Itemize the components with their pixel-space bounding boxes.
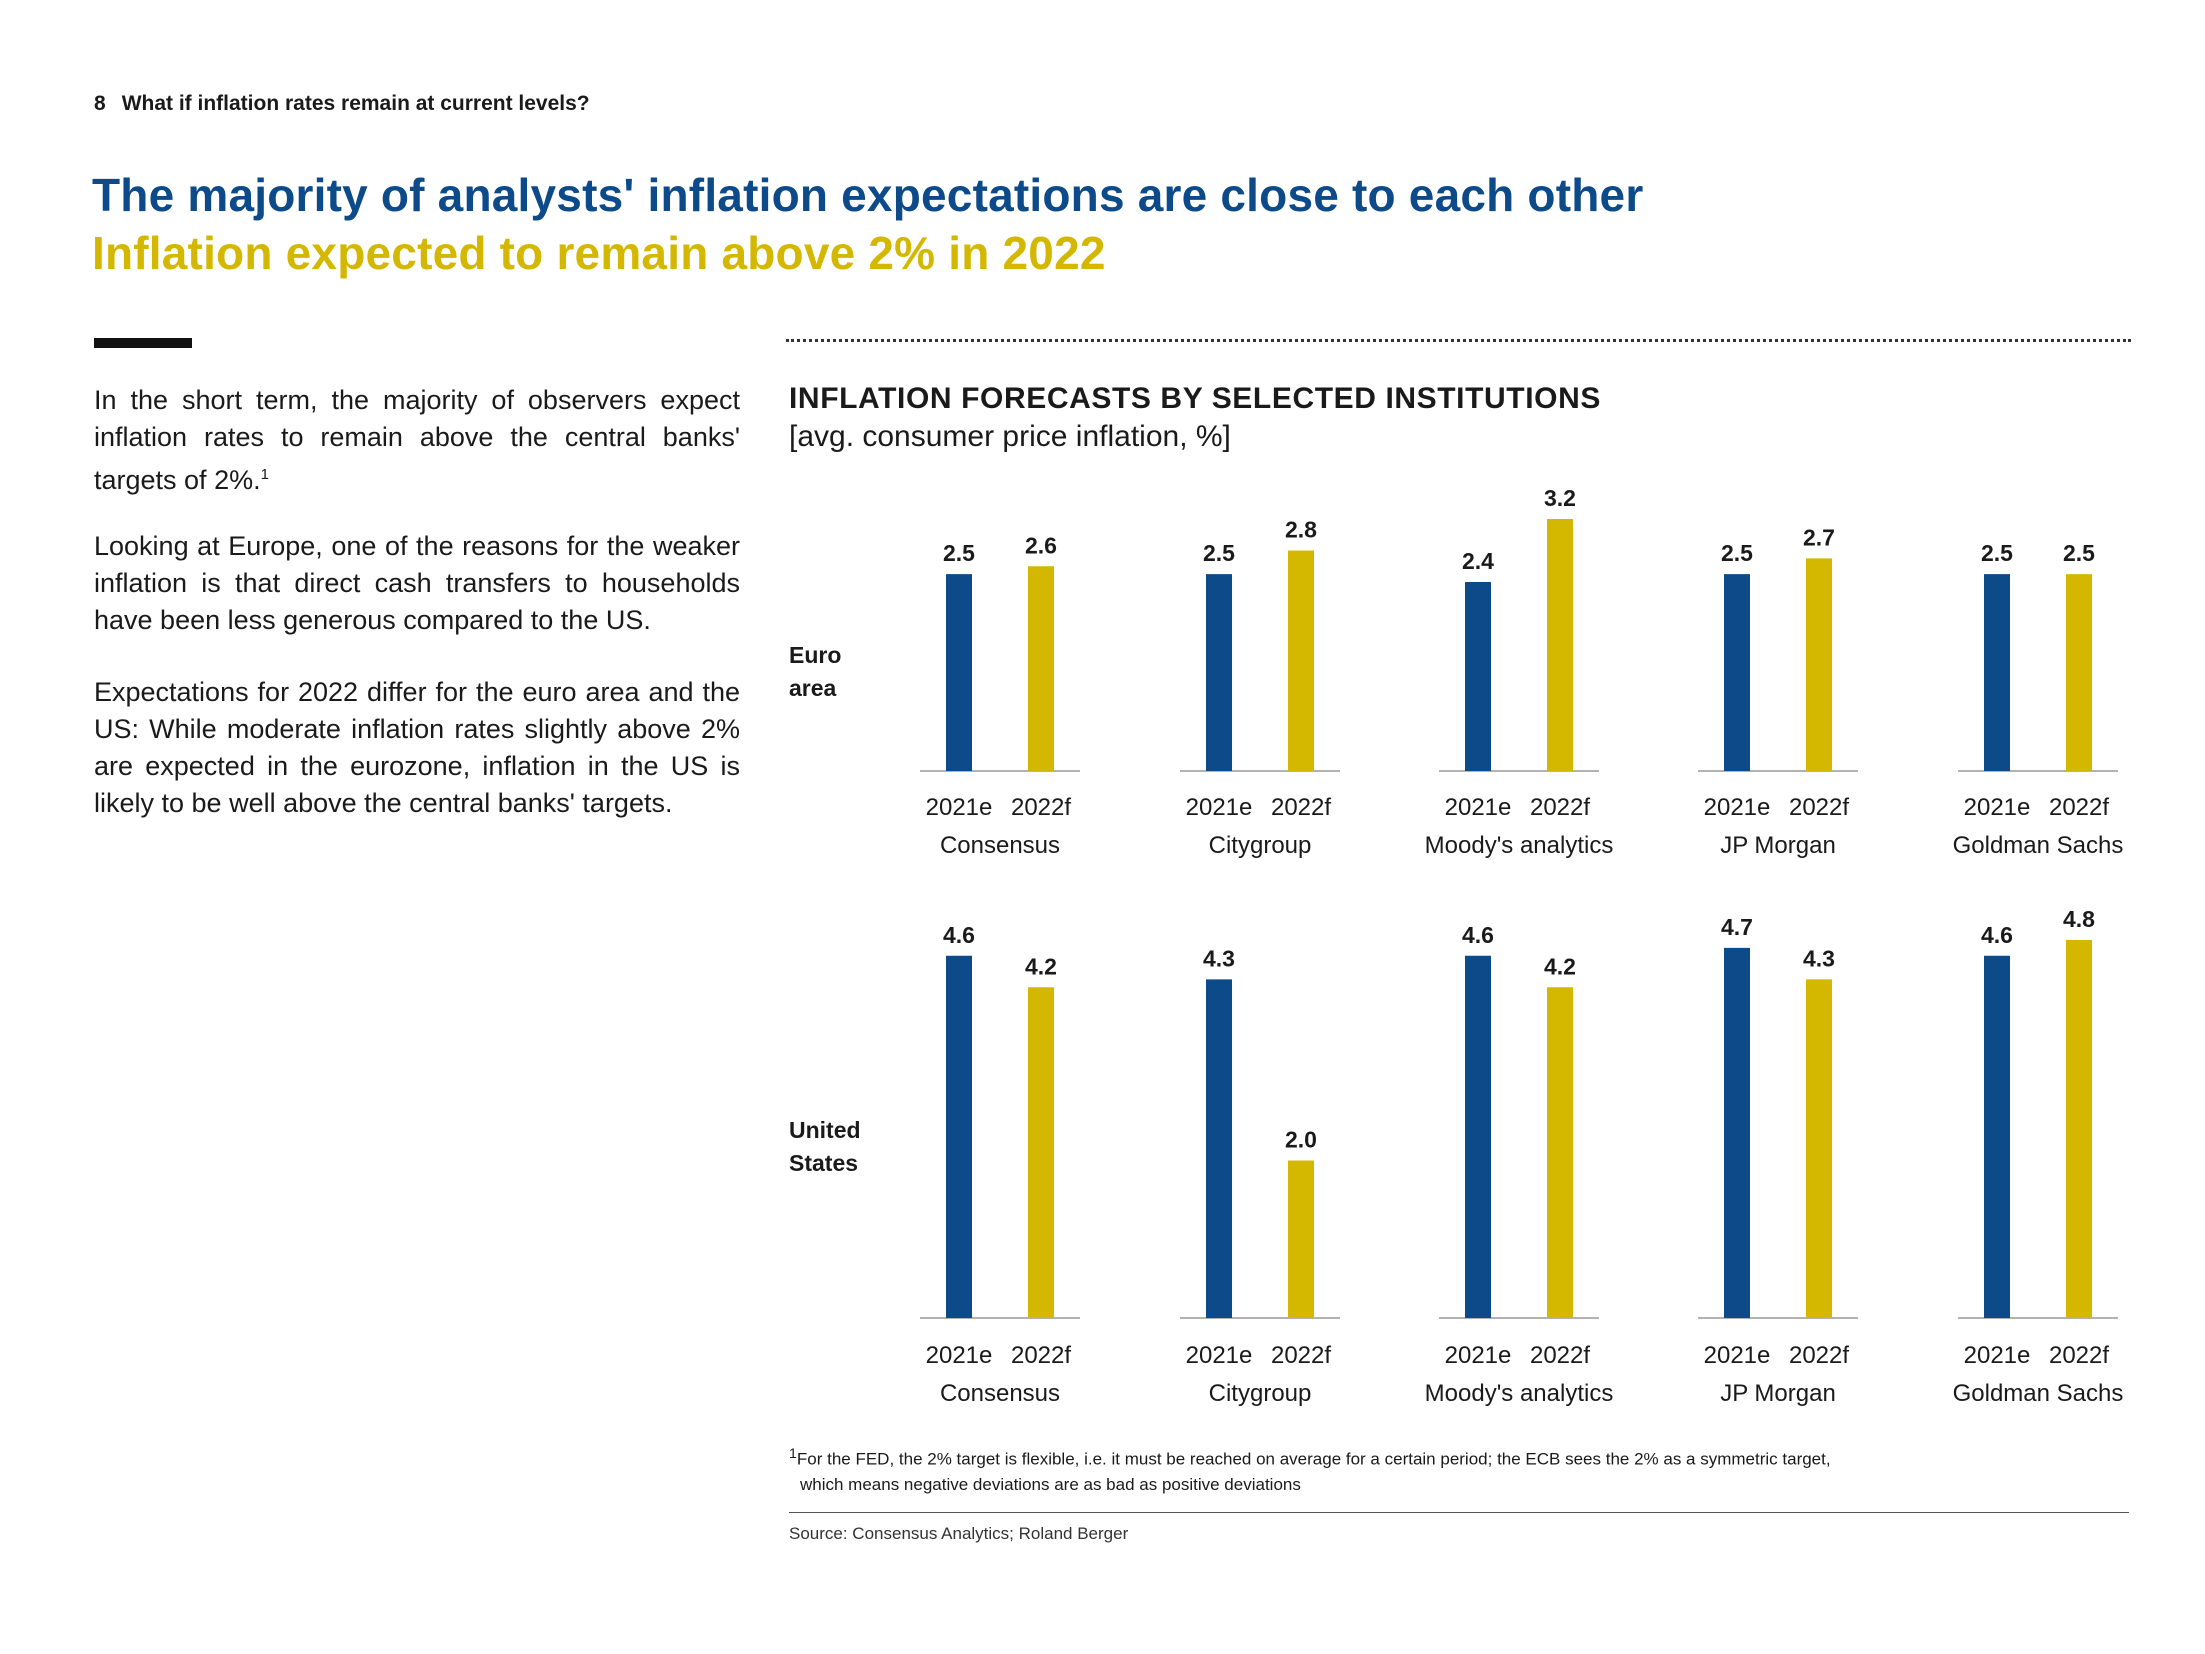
bar-2022f bbox=[1028, 987, 1054, 1318]
region-label-line-2: States bbox=[789, 1150, 858, 1176]
bar-2021e bbox=[946, 574, 972, 771]
accent-bar bbox=[94, 338, 192, 348]
series-tick-label: 2022f bbox=[2049, 794, 2109, 821]
series-tick-label: 2021e bbox=[926, 794, 993, 821]
page-header: 8 What if inflation rates remain at curre… bbox=[94, 92, 590, 116]
bar-2021e bbox=[1724, 947, 1750, 1318]
series-tick-label: 2022f bbox=[1011, 794, 1071, 821]
series-tick-label: 2021e bbox=[1186, 794, 1253, 821]
bar-2021e bbox=[1984, 955, 2010, 1318]
series-tick-label: 2022f bbox=[2049, 1342, 2109, 1369]
series-tick-label: 2022f bbox=[1530, 794, 1590, 821]
bar-2022f bbox=[1288, 550, 1314, 771]
category-label: Citygroup bbox=[1209, 832, 1312, 859]
series-tick-label: 2022f bbox=[1011, 1342, 1071, 1369]
body-paragraph-1: In the short term, the majority of obser… bbox=[94, 382, 740, 499]
category-label: Goldman Sachs bbox=[1953, 832, 2124, 859]
series-tick-label: 2022f bbox=[1271, 794, 1331, 821]
bar-2022f bbox=[1547, 519, 1573, 771]
bar-2022f bbox=[1288, 1160, 1314, 1318]
body-paragraph-1-text: In the short term, the majority of obser… bbox=[94, 385, 740, 495]
data-label: 4.6 bbox=[1981, 922, 2013, 948]
data-label: 2.5 bbox=[943, 540, 975, 566]
region-label-line-1: United bbox=[789, 1117, 861, 1143]
source-note: Source: Consensus Analytics; Roland Berg… bbox=[789, 1524, 1129, 1543]
subheadline: Inflation expected to remain above 2% in… bbox=[92, 227, 1106, 279]
page-number: 8 bbox=[94, 92, 106, 115]
category-label: Moody's analytics bbox=[1425, 1380, 1614, 1407]
series-tick-label: 2021e bbox=[1445, 794, 1512, 821]
category-label: JP Morgan bbox=[1720, 1380, 1836, 1407]
footnote-sup: 1 bbox=[789, 1446, 797, 1462]
data-label: 4.7 bbox=[1721, 914, 1753, 940]
series-tick-label: 2021e bbox=[926, 1342, 993, 1369]
data-label: 2.7 bbox=[1803, 524, 1835, 550]
bar-2021e bbox=[1984, 574, 2010, 771]
chart-title: INFLATION FORECASTS BY SELECTED INSTITUT… bbox=[789, 382, 1601, 415]
category-label: Goldman Sachs bbox=[1953, 1380, 2124, 1407]
data-label: 2.8 bbox=[1285, 517, 1317, 543]
series-tick-label: 2022f bbox=[1271, 1342, 1331, 1369]
series-tick-label: 2022f bbox=[1530, 1342, 1590, 1369]
region-label-line-1: Euro bbox=[789, 642, 841, 668]
bar-2022f bbox=[1806, 979, 1832, 1318]
series-tick-label: 2022f bbox=[1789, 794, 1849, 821]
category-label: Consensus bbox=[940, 832, 1060, 859]
dotted-divider bbox=[786, 339, 2131, 342]
bar-2021e bbox=[1465, 582, 1491, 771]
data-label: 2.5 bbox=[1981, 540, 2013, 566]
data-label: 2.5 bbox=[1721, 540, 1753, 566]
data-label: 4.6 bbox=[1462, 922, 1494, 948]
bar-2021e bbox=[1724, 574, 1750, 771]
data-label: 2.5 bbox=[2063, 540, 2095, 566]
bar-2021e bbox=[1206, 979, 1232, 1318]
bar-2021e bbox=[946, 955, 972, 1318]
chart-subtitle: [avg. consumer price inflation, %] bbox=[789, 420, 1231, 453]
data-label: 2.6 bbox=[1025, 532, 1057, 558]
bar-2022f bbox=[1547, 987, 1573, 1318]
data-label: 4.8 bbox=[2063, 906, 2095, 932]
data-label: 4.3 bbox=[1803, 945, 1835, 971]
bar-2022f bbox=[1806, 558, 1832, 771]
category-label: JP Morgan bbox=[1720, 832, 1836, 859]
series-tick-label: 2021e bbox=[1704, 794, 1771, 821]
footnote-line-2: which means negative deviations are as b… bbox=[800, 1474, 1301, 1494]
series-tick-label: 2022f bbox=[1789, 1342, 1849, 1369]
bar-2021e bbox=[1465, 955, 1491, 1318]
data-label: 2.5 bbox=[1203, 540, 1235, 566]
series-tick-label: 2021e bbox=[1964, 794, 2031, 821]
bar-2022f bbox=[2066, 574, 2092, 771]
category-label: Moody's analytics bbox=[1425, 832, 1614, 859]
data-label: 4.2 bbox=[1025, 953, 1057, 979]
series-tick-label: 2021e bbox=[1964, 1342, 2031, 1369]
series-tick-label: 2021e bbox=[1186, 1342, 1253, 1369]
footnote-line-1: For the FED, the 2% target is flexible, … bbox=[796, 1449, 1831, 1469]
footnote-marker: 1 bbox=[260, 466, 269, 483]
footnote: 1For the FED, the 2% target is flexible,… bbox=[789, 1442, 2129, 1497]
data-label: 2.4 bbox=[1462, 548, 1494, 574]
footnote-divider bbox=[789, 1512, 2129, 1513]
series-tick-label: 2021e bbox=[1704, 1342, 1771, 1369]
body-paragraph-3: Expectations for 2022 differ for the eur… bbox=[94, 677, 740, 818]
data-label: 4.3 bbox=[1203, 945, 1235, 971]
category-label: Citygroup bbox=[1209, 1380, 1312, 1407]
bar-2022f bbox=[1028, 566, 1054, 771]
bar-2021e bbox=[1206, 574, 1232, 771]
data-label: 4.2 bbox=[1544, 953, 1576, 979]
data-label: 3.2 bbox=[1544, 485, 1576, 511]
series-tick-label: 2021e bbox=[1445, 1342, 1512, 1369]
section-title: What if inflation rates remain at curren… bbox=[121, 92, 590, 115]
bar-2022f bbox=[2066, 940, 2092, 1318]
data-label: 4.6 bbox=[943, 922, 975, 948]
category-label: Consensus bbox=[940, 1380, 1060, 1407]
body-paragraph-2: Looking at Europe, one of the reasons fo… bbox=[94, 531, 740, 635]
headline: The majority of analysts' inflation expe… bbox=[92, 169, 1644, 221]
data-label: 2.0 bbox=[1285, 1127, 1317, 1153]
region-label-line-2: area bbox=[789, 675, 837, 701]
